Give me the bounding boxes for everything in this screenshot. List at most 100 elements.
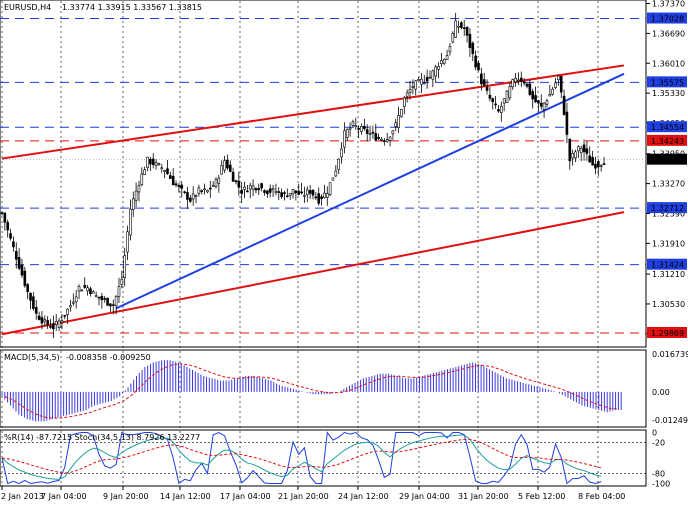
candle-body [457,25,460,28]
candle-body [80,289,84,292]
candle-body [300,191,303,194]
candle-body [57,320,61,328]
price-tick-label: 1.36010 [652,59,685,68]
trendline [115,72,625,310]
candle-body [571,153,574,159]
candle-body [89,288,92,294]
price-level-label: 1.32712 [651,204,684,213]
price-level-label: 1.29869 [651,329,684,338]
candle-body [40,317,44,324]
candle-body [368,133,372,135]
x-tick-label: 31 Jan 20:00 [458,492,509,501]
candle-body [146,156,149,168]
candle-body [400,109,403,117]
candle-body [320,196,323,200]
candle-body [551,88,554,95]
candle-body [497,109,500,112]
candle-body [380,139,383,141]
stoch-main-line [1,434,602,480]
candle-body [154,162,158,166]
candle-body [214,179,218,187]
price-tick-label: 1.30530 [652,300,685,309]
candle-body [246,190,249,193]
candle-body [211,185,215,187]
candle-body [160,167,164,170]
candle-body [237,180,241,188]
candle-body [354,125,358,127]
candle-body [517,79,520,82]
candle-body [248,185,252,190]
candle-body [340,148,343,158]
candle-body [577,146,580,152]
candle-body [317,193,321,204]
main-pane [0,0,647,348]
candle-body [169,175,172,179]
candle-body [328,182,332,195]
candle-body [149,158,152,165]
candle-body [397,115,400,128]
candle-body [562,95,566,115]
stoch-tick-label: 0 [652,429,657,438]
candle-body [174,183,178,186]
candle-body [140,173,144,186]
x-tick-label: 2 Jan 2013 [1,492,44,501]
candle-body [534,95,537,103]
candle-body [537,100,540,104]
candle-body [565,111,569,135]
candle-body [511,79,515,88]
candle-body [360,126,363,132]
candle-body [200,190,204,192]
candle-body [514,78,517,83]
candle-body [206,189,209,193]
price-tick-label: 1.31210 [652,270,685,279]
candle-body [460,22,463,28]
candle-body [0,212,4,214]
candle-body [3,212,7,223]
candle-body [591,157,594,166]
candle-body [311,189,315,196]
candle-body [240,189,243,194]
ohlc-readout: 1.33774 1.33915 1.33567 1.33815 [62,3,202,12]
candle-body [440,60,443,64]
candle-body [286,195,289,198]
candle-body [157,163,161,165]
candle-body [451,33,455,43]
candle-body [559,75,563,93]
candle-body [303,195,306,197]
candle-body [220,165,223,175]
price-level-label: 1.35575 [651,78,684,87]
candle-body [434,66,437,77]
candle-body [337,158,340,170]
candle-body [231,171,235,182]
candle-body [331,177,335,181]
macd-values: -0.008358 -0.009250 [66,353,151,362]
candle-body [263,190,266,193]
candle-body [6,222,10,231]
candle-body [374,133,378,141]
candle-body [186,192,189,200]
macd-signal-line [4,363,619,419]
candle-body [477,62,480,71]
candle-body [480,73,483,85]
vertical-grid [1,1,599,486]
candle-body [491,98,495,103]
candle-body [539,102,543,107]
candle-body [445,55,449,60]
x-tick-label: 29 Jan 04:00 [399,492,450,501]
candle-body [257,188,261,191]
price-level-tag [647,76,687,88]
candle-body [60,320,64,323]
candle-body [308,190,312,194]
candle-body [120,278,124,285]
candle-body [351,121,355,126]
candle-body [171,175,175,186]
candle-body [277,191,281,193]
candle-body [163,169,166,172]
macd-label: MACD(5,34,5) [4,353,60,362]
candle-body [545,100,549,105]
candle-body [54,321,58,326]
price-level-tag [647,153,687,165]
x-tick-label: 8 Feb 04:00 [578,492,625,501]
candle-body [437,66,440,70]
candle-body [234,180,238,183]
